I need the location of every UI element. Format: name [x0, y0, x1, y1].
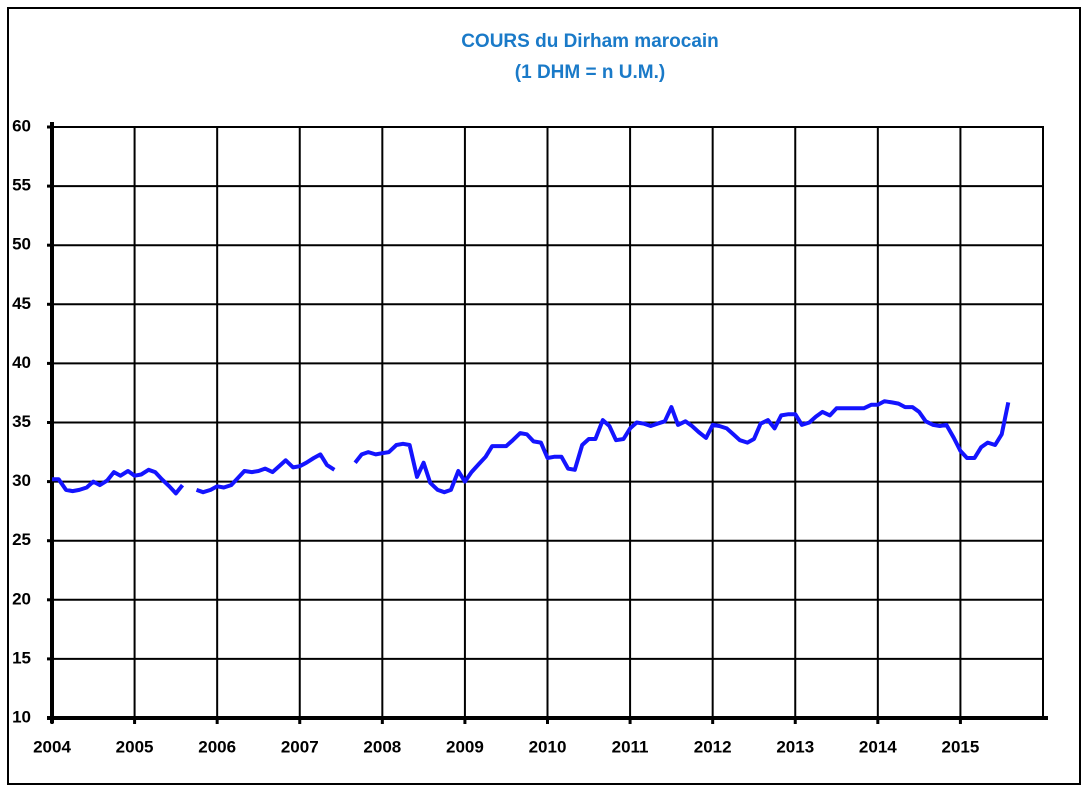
y-tick-label: 20	[12, 589, 31, 608]
x-tick-label: 2007	[281, 737, 319, 756]
x-tick-label: 2015	[942, 737, 980, 756]
y-tick-label: 60	[12, 116, 31, 135]
chart-border	[7, 7, 1081, 785]
y-tick-label: 10	[12, 707, 31, 726]
x-tick-label: 2009	[446, 737, 484, 756]
x-tick-label: 2004	[33, 737, 71, 756]
y-tick-label: 25	[12, 530, 31, 549]
y-tick-label: 30	[12, 471, 31, 490]
y-tick-label: 40	[12, 353, 31, 372]
x-tick-label: 2010	[529, 737, 567, 756]
x-tick-label: 2012	[694, 737, 732, 756]
chart-subtitle: (1 DHM = n U.M.)	[515, 62, 665, 83]
x-tick-label: 2011	[612, 737, 649, 756]
y-tick-label: 35	[12, 412, 31, 431]
x-tick-label: 2008	[363, 737, 401, 756]
y-tick-label: 45	[12, 294, 31, 313]
series-line	[52, 399, 1011, 496]
x-tick-label: 2005	[116, 737, 154, 756]
y-tick-label: 55	[12, 176, 31, 195]
y-tick-label: 15	[12, 648, 31, 667]
x-tick-label: 2013	[776, 737, 814, 756]
chart-title: COURS du Dirham marocain	[461, 31, 719, 52]
x-tick-label: 2014	[859, 737, 897, 756]
y-tick-label: 50	[12, 235, 31, 254]
x-tick-label: 2006	[198, 737, 236, 756]
